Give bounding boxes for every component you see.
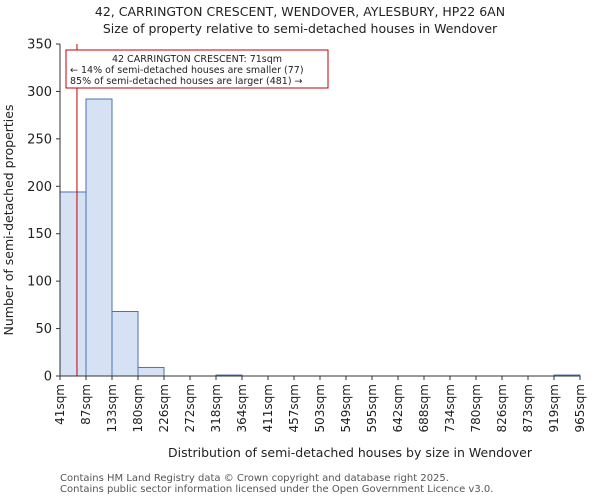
x-tick-label: 411sqm <box>261 384 275 432</box>
x-tick-label: 919sqm <box>547 384 561 432</box>
y-tick-label: 50 <box>35 322 52 337</box>
x-tick-label: 503sqm <box>313 384 327 432</box>
y-tick-label: 0 <box>44 370 52 385</box>
x-tick-label: 364sqm <box>235 384 249 432</box>
x-tick-label: 87sqm <box>79 384 93 425</box>
x-tick-label: 965sqm <box>573 384 587 432</box>
y-tick-label: 100 <box>27 275 52 290</box>
histogram-bar <box>137 366 165 377</box>
histogram-bar <box>59 191 87 377</box>
y-tick-label: 150 <box>27 227 52 242</box>
annotation-line-2: ← 14% of semi-detached houses are smalle… <box>70 65 304 76</box>
x-tick-label: 595sqm <box>365 384 379 432</box>
histogram-bar <box>85 98 113 377</box>
y-tick-label: 350 <box>27 38 52 53</box>
x-tick-label: 457sqm <box>287 384 301 432</box>
x-tick-label: 180sqm <box>131 384 145 432</box>
x-tick-label: 226sqm <box>157 384 171 432</box>
chart-title: 42, CARRINGTON CRESCENT, WENDOVER, AYLES… <box>94 4 506 19</box>
x-tick-label: 642sqm <box>391 384 405 432</box>
annotation-line-1: 42 CARRINGTON CRESCENT: 71sqm <box>112 54 282 65</box>
annotation-box <box>65 49 329 89</box>
x-tick-label: 549sqm <box>339 384 353 432</box>
x-tick-label: 826sqm <box>495 384 509 432</box>
footer-line-2: Contains public sector information licen… <box>60 484 494 495</box>
footer-line-1: Contains HM Land Registry data © Crown c… <box>60 473 449 484</box>
x-tick-label: 688sqm <box>417 384 431 432</box>
y-axis-label: Number of semi-detached properties <box>1 105 16 336</box>
x-tick-label: 734sqm <box>443 384 457 432</box>
histogram-bar <box>111 310 139 377</box>
x-tick-label: 780sqm <box>469 384 483 432</box>
y-tick-label: 300 <box>27 85 52 100</box>
x-tick-label: 41sqm <box>53 384 67 425</box>
y-tick-label: 200 <box>27 180 52 195</box>
x-tick-label: 272sqm <box>183 384 197 432</box>
chart-subtitle: Size of property relative to semi-detach… <box>102 21 498 36</box>
x-axis-label: Distribution of semi-detached houses by … <box>168 445 533 460</box>
x-tick-label: 318sqm <box>209 384 223 432</box>
annotation-line-3: 85% of semi-detached houses are larger (… <box>70 76 303 87</box>
x-tick-label: 873sqm <box>521 384 535 432</box>
y-tick-label: 250 <box>27 132 52 147</box>
x-tick-label: 133sqm <box>105 384 119 432</box>
